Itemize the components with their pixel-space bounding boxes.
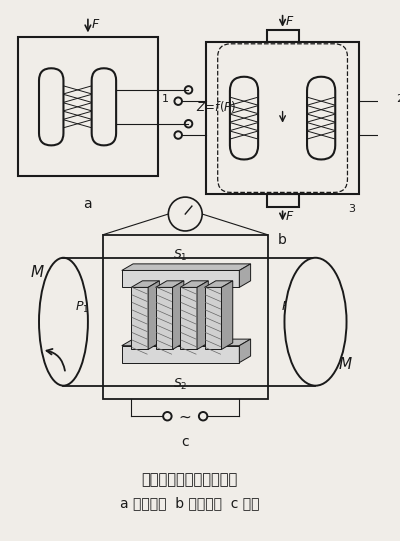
Text: $F$: $F$	[286, 15, 295, 28]
Circle shape	[163, 412, 172, 420]
Polygon shape	[156, 281, 184, 287]
Bar	[206, 42, 359, 194]
Circle shape	[185, 86, 192, 94]
Text: b: b	[278, 233, 287, 247]
Bar	[103, 235, 268, 399]
Text: a: a	[84, 197, 92, 211]
Text: 1: 1	[162, 94, 168, 104]
Bar	[122, 270, 239, 287]
Polygon shape	[204, 281, 233, 287]
Polygon shape	[148, 281, 159, 349]
Ellipse shape	[39, 258, 88, 386]
Text: ~: ~	[179, 410, 192, 425]
Text: $Z\!=\!f(F)$: $Z\!=\!f(F)$	[196, 100, 236, 114]
Circle shape	[174, 97, 182, 105]
Text: $S_2$: $S_2$	[173, 377, 188, 392]
Polygon shape	[122, 264, 251, 270]
Text: 3: 3	[348, 204, 355, 214]
Text: $P_1$: $P_1$	[75, 300, 90, 315]
Text: 压磁式传感器的几种结构: 压磁式传感器的几种结构	[141, 472, 238, 487]
Text: $F$: $F$	[91, 18, 100, 31]
Text: $F$: $F$	[286, 210, 295, 223]
Ellipse shape	[284, 258, 346, 386]
Polygon shape	[222, 281, 233, 349]
Circle shape	[174, 131, 182, 139]
Text: $P_2$: $P_2$	[281, 300, 295, 315]
Text: $M$: $M$	[30, 263, 44, 280]
Bar	[180, 287, 197, 349]
Polygon shape	[180, 281, 208, 287]
Bar	[18, 37, 158, 176]
Text: $M$: $M$	[338, 356, 353, 372]
Circle shape	[168, 197, 202, 231]
Circle shape	[199, 412, 207, 420]
Polygon shape	[197, 281, 208, 349]
Circle shape	[383, 97, 391, 105]
Circle shape	[185, 120, 192, 128]
Polygon shape	[131, 281, 159, 287]
Text: a 阻流圈式  b 变压器式  c 桥式: a 阻流圈式 b 变压器式 c 桥式	[120, 496, 259, 510]
Bar	[204, 287, 222, 349]
Text: $S_1$: $S_1$	[173, 248, 188, 263]
Text: 2: 2	[396, 94, 400, 104]
Polygon shape	[239, 264, 251, 287]
Polygon shape	[239, 339, 251, 362]
Text: c: c	[182, 435, 189, 449]
Polygon shape	[172, 281, 184, 349]
Bar	[266, 30, 298, 42]
Bar	[266, 194, 298, 207]
Bar	[156, 287, 172, 349]
Polygon shape	[122, 339, 251, 346]
Bar	[131, 287, 148, 349]
Circle shape	[383, 131, 391, 139]
Bar	[122, 346, 239, 362]
